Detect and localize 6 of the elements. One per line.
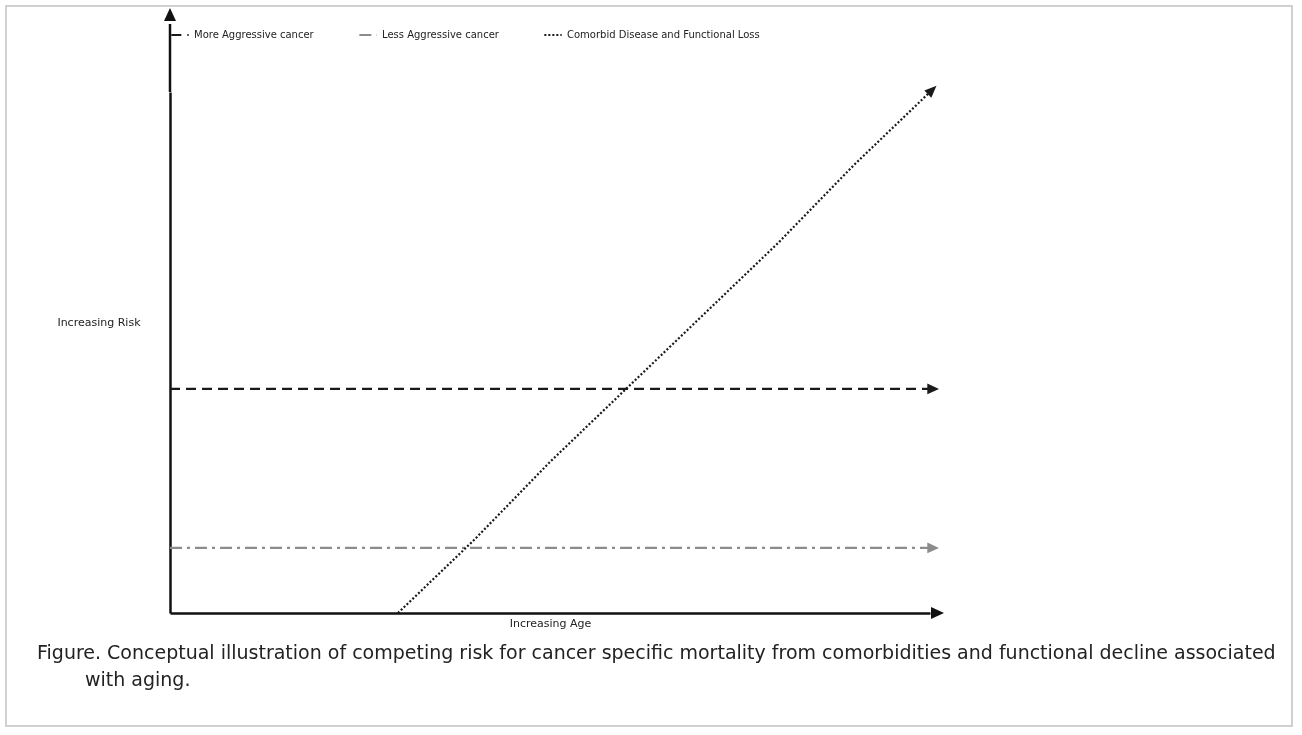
x-axis-title: Increasing Age	[509, 616, 592, 630]
legend-label: Less Aggressive cancer	[382, 29, 500, 40]
legend-label: More Aggressive cancer	[194, 29, 315, 40]
text: Figure. Conceptual illustration of competing risk for cancer specific mortality from comorbidities and functional decline associated with aging.	[37, 640, 1277, 692]
y-axis-title: Increasing Risk	[57, 315, 142, 329]
legend-label: Comorbid Disease and Functional Loss	[567, 29, 760, 40]
